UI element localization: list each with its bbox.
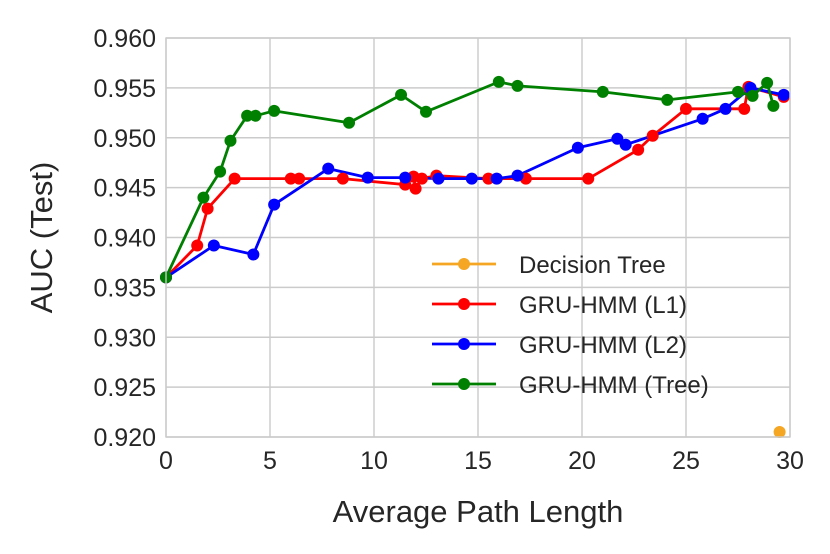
gru-hmm-tree-point	[511, 79, 524, 92]
gru-hmm-l2-point	[207, 239, 220, 252]
gru-hmm-l1-point	[632, 143, 645, 156]
gru-hmm-tree-point	[420, 105, 432, 118]
gru-hmm-l2-point	[611, 132, 624, 145]
gru-hmm-tree-point	[492, 75, 505, 88]
gru-hmm-l2-point	[511, 169, 524, 182]
x-tick-label: 0	[159, 447, 173, 475]
legend-gru-hmm-l2-swatch-marker	[458, 338, 470, 350]
gru-hmm-l2-point	[361, 171, 374, 184]
legend: Decision Tree GRU-HMM (L1) GRU-HMM (L2) GRU…	[432, 252, 709, 399]
y-tick-label: 0.930	[93, 324, 156, 352]
x-tick-label: 25	[672, 447, 700, 475]
y-tick-label: 0.925	[93, 374, 156, 402]
x-tick-label: 15	[464, 447, 492, 475]
series-markers	[160, 75, 790, 439]
gru-hmm-tree-point	[268, 104, 281, 117]
gru-hmm-tree-point	[214, 165, 227, 178]
legend-gru-hmm-tree-label: GRU-HMM (Tree)	[519, 372, 709, 399]
gru-hmm-l2-point	[399, 171, 412, 184]
y-tick-label: 0.940	[93, 225, 156, 253]
x-tick-label: 10	[360, 447, 388, 475]
x-tick-label: 5	[263, 447, 277, 475]
gru-hmm-l1-point	[336, 172, 349, 185]
gru-hmm-l1-point	[415, 172, 428, 185]
gru-hmm-l2-point	[465, 172, 478, 185]
gru-hmm-l1-point	[646, 129, 659, 142]
legend-decision-tree-swatch-marker	[458, 258, 470, 270]
gru-hmm-tree-point	[596, 85, 609, 98]
gru-hmm-l2-point	[268, 198, 281, 211]
gru-hmm-l2-point	[432, 172, 445, 185]
y-tick-label: 0.950	[93, 125, 156, 153]
y-tick-label: 0.955	[93, 75, 156, 103]
x-tick-label: 30	[776, 447, 804, 475]
y-tick-label: 0.935	[93, 274, 156, 302]
y-tick-label: 0.945	[93, 175, 156, 203]
gru-hmm-l2-point	[322, 162, 335, 175]
gru-hmm-l2-point	[696, 112, 709, 125]
legend-gru-hmm-tree-swatch-marker	[458, 378, 470, 390]
gru-hmm-tree-point	[197, 191, 210, 204]
gru-hmm-tree-point	[249, 109, 262, 122]
tick-labels: 0 5 10 15 20 25 30 0.920 0.925 0.930 0.935 0.940 0.9…	[93, 25, 803, 475]
gru-hmm-l2-point	[777, 88, 790, 101]
gru-hmm-tree-point	[661, 93, 674, 106]
gru-hmm-l2-point	[247, 248, 260, 261]
plot-frame	[165, 37, 791, 438]
gru-hmm-tree-point	[241, 109, 254, 122]
gru-hmm-l1-point	[201, 202, 214, 215]
gru-hmm-l2-point	[619, 138, 632, 151]
y-axis-label: AUC (Test)	[24, 162, 59, 314]
gru-hmm-l1-point	[293, 172, 306, 185]
gru-hmm-tree-point	[761, 76, 774, 89]
gru-hmm-l1-point	[409, 182, 422, 195]
gru-hmm-l1-point	[680, 102, 692, 115]
legend-gru-hmm-l2-label: GRU-HMM (L2)	[519, 332, 687, 359]
gru-hmm-tree-point	[224, 134, 237, 147]
gru-hmm-tree-point	[395, 88, 408, 101]
gru-hmm-l1-point	[582, 172, 595, 185]
gru-hmm-tree-point	[343, 116, 356, 129]
gru-hmm-l2-point	[571, 141, 584, 154]
gru-hmm-l1-point	[482, 172, 495, 185]
gru-hmm-tree-point	[732, 85, 744, 98]
gru-hmm-l1-point	[191, 239, 204, 252]
gru-hmm-l2-point	[719, 102, 732, 115]
y-tick-label: 0.960	[93, 25, 156, 53]
decision-tree-point	[773, 426, 786, 439]
gru-hmm-l2-point	[490, 172, 503, 185]
x-axis-label: Average Path Length	[333, 494, 624, 529]
y-tick-label: 0.920	[93, 424, 156, 452]
legend-gru-hmm-l1-swatch-marker	[458, 298, 470, 310]
gru-hmm-tree-point	[767, 99, 780, 112]
gru-hmm-l1-point	[738, 102, 751, 115]
x-tick-label: 20	[568, 447, 596, 475]
gru-hmm-l1-point	[284, 172, 297, 185]
legend-decision-tree-label: Decision Tree	[519, 252, 666, 279]
legend-gru-hmm-l1-label: GRU-HMM (L1)	[519, 292, 687, 319]
gru-hmm-tree-point	[746, 89, 759, 102]
gru-hmm-l1-point	[228, 172, 241, 185]
